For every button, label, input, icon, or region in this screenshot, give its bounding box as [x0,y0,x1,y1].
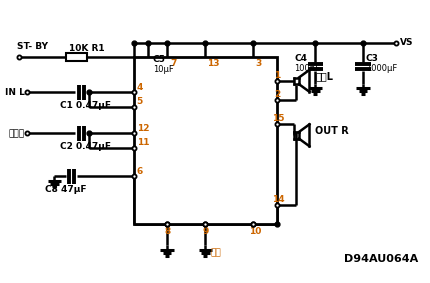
Text: 在研发: 在研发 [9,129,25,138]
Text: 10: 10 [249,227,262,236]
Text: 100nF: 100nF [294,64,320,73]
Text: 5: 5 [137,97,143,106]
Text: IN L: IN L [5,88,25,97]
Text: 1: 1 [274,71,280,80]
Text: D94AU064A: D94AU064A [344,254,418,265]
Text: VS: VS [400,38,414,47]
Text: 9: 9 [203,227,209,236]
Text: 输出L: 输出L [315,71,333,81]
Bar [134,57,277,224]
Text: 7: 7 [170,59,176,68]
Text: 15: 15 [272,113,285,123]
Text: 10µF: 10µF [153,65,174,74]
Text: ST- BY: ST- BY [17,42,48,51]
Text: C8 47µF: C8 47µF [45,185,86,194]
Text: 3: 3 [255,59,261,68]
Text: C2 0.47µF: C2 0.47µF [60,142,111,151]
Text: C3: C3 [366,54,379,63]
Text: 1000µF: 1000µF [366,64,397,73]
Text: C4: C4 [294,54,307,63]
Text: 4: 4 [137,83,143,92]
Text: 8: 8 [164,227,171,236]
Text: OUT R: OUT R [315,126,349,136]
Text: 12: 12 [137,124,149,133]
Text: C5: C5 [153,55,166,64]
Text: 11: 11 [137,138,149,147]
Text: 14: 14 [272,195,285,204]
Text: 2: 2 [274,90,280,99]
Text: 6: 6 [137,167,143,176]
Text: 诊断: 诊断 [210,248,221,257]
Text: 10K R1: 10K R1 [69,44,104,53]
Text: 13: 13 [207,59,220,68]
Bar [66,53,87,61]
Text: C1 0.47µF: C1 0.47µF [60,101,111,110]
